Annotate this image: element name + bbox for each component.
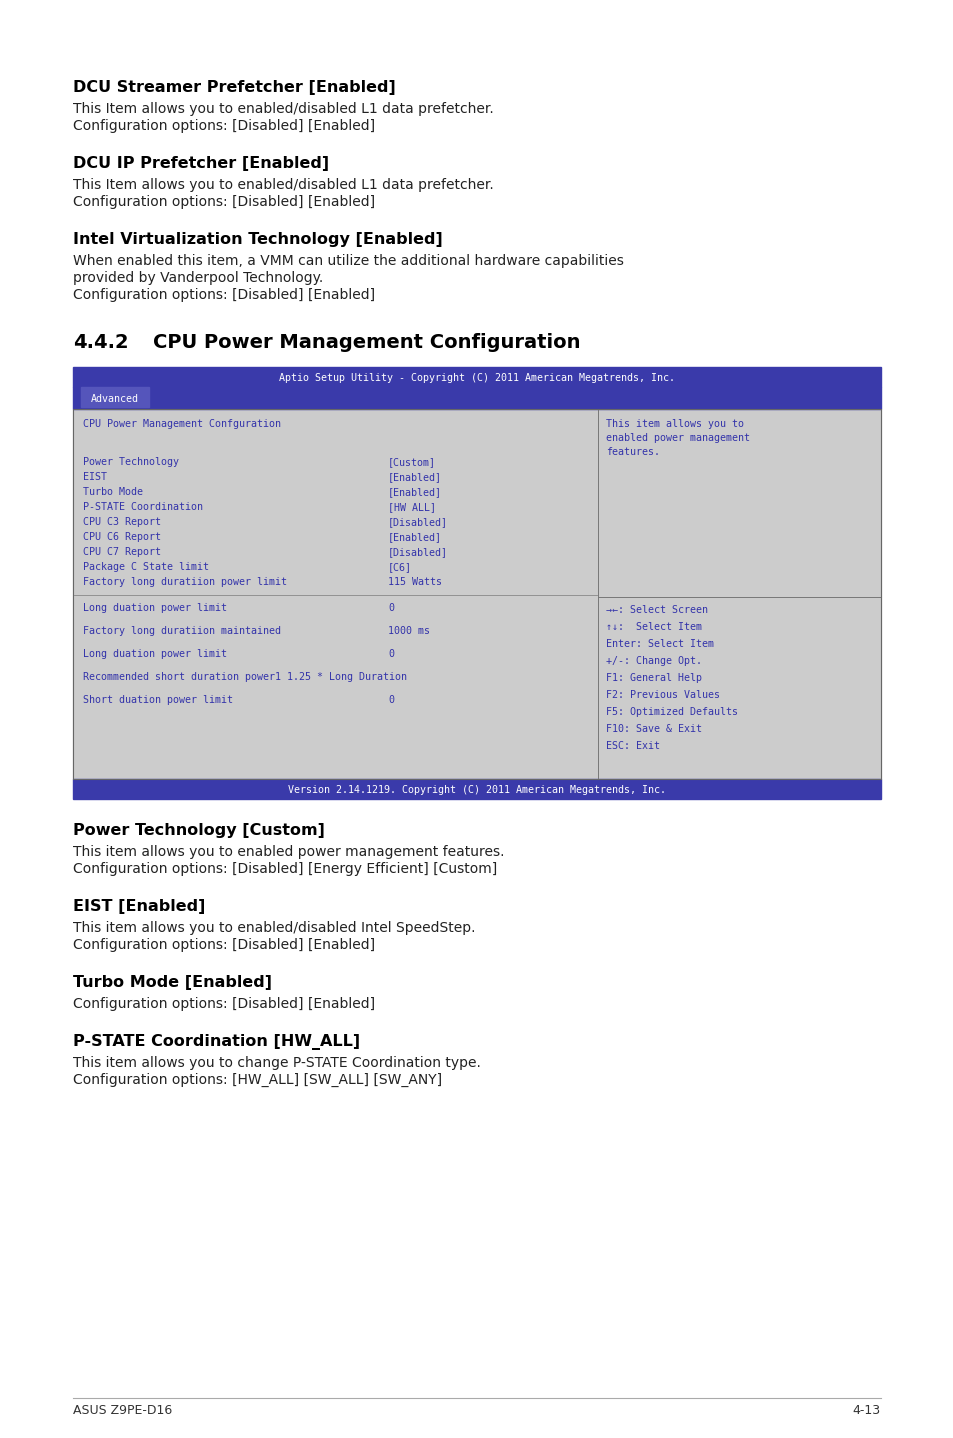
Text: CPU Power Management Configuration: CPU Power Management Configuration <box>152 334 579 352</box>
Text: Configuration options: [Disabled] [Enabled]: Configuration options: [Disabled] [Enabl… <box>73 288 375 302</box>
Text: Configuration options: [HW_ALL] [SW_ALL] [SW_ANY]: Configuration options: [HW_ALL] [SW_ALL]… <box>73 1073 441 1087</box>
Text: 4.4.2: 4.4.2 <box>73 334 129 352</box>
Text: Factory long duratiion maintained: Factory long duratiion maintained <box>83 626 281 636</box>
Text: 1000 ms: 1000 ms <box>388 626 430 636</box>
Text: When enabled this item, a VMM can utilize the additional hardware capabilities: When enabled this item, a VMM can utiliz… <box>73 255 623 267</box>
Text: Package C State limit: Package C State limit <box>83 562 209 572</box>
Text: [Enabled]: [Enabled] <box>388 472 441 482</box>
Text: P-STATE Coordination [HW_ALL]: P-STATE Coordination [HW_ALL] <box>73 1034 359 1050</box>
Text: P-STATE Coordination: P-STATE Coordination <box>83 502 203 512</box>
Text: →←: Select Screen: →←: Select Screen <box>605 605 707 615</box>
Text: [HW ALL]: [HW ALL] <box>388 502 436 512</box>
Text: This Item allows you to enabled/disabled L1 data prefetcher.: This Item allows you to enabled/disabled… <box>73 102 494 116</box>
Text: [Enabled]: [Enabled] <box>388 487 441 498</box>
Text: 0: 0 <box>388 603 394 613</box>
Text: [Disabled]: [Disabled] <box>388 518 448 526</box>
Text: Turbo Mode: Turbo Mode <box>83 487 143 498</box>
Text: 0: 0 <box>388 695 394 705</box>
Text: This Item allows you to enabled/disabled L1 data prefetcher.: This Item allows you to enabled/disabled… <box>73 178 494 193</box>
Text: Turbo Mode [Enabled]: Turbo Mode [Enabled] <box>73 975 272 989</box>
Text: F1: General Help: F1: General Help <box>605 673 701 683</box>
Text: Aptio Setup Utility - Copyright (C) 2011 American Megatrends, Inc.: Aptio Setup Utility - Copyright (C) 2011… <box>278 372 675 383</box>
Text: enabled power management: enabled power management <box>605 433 749 443</box>
Text: Recommended short duration power1 1.25 * Long Duration: Recommended short duration power1 1.25 *… <box>83 672 407 682</box>
Text: [Enabled]: [Enabled] <box>388 532 441 542</box>
Text: [C6]: [C6] <box>388 562 412 572</box>
Text: EIST: EIST <box>83 472 107 482</box>
Text: Long duation power limit: Long duation power limit <box>83 649 227 659</box>
Bar <box>73 408 880 779</box>
Text: CPU Power Management Confguration: CPU Power Management Confguration <box>83 418 281 429</box>
Text: This item allows you to change P-STATE Coordination type.: This item allows you to change P-STATE C… <box>73 1055 480 1070</box>
Text: EIST [Enabled]: EIST [Enabled] <box>73 899 205 915</box>
Text: Configuration options: [Disabled] [Energy Efficient] [Custom]: Configuration options: [Disabled] [Energ… <box>73 861 497 876</box>
Text: This item allows you to enabled power management features.: This item allows you to enabled power ma… <box>73 846 504 858</box>
Text: +/-: Change Opt.: +/-: Change Opt. <box>605 656 701 666</box>
Bar <box>73 779 880 800</box>
Text: Configuration options: [Disabled] [Enabled]: Configuration options: [Disabled] [Enabl… <box>73 196 375 209</box>
Text: Enter: Select Item: Enter: Select Item <box>605 638 713 649</box>
Text: This item allows you to: This item allows you to <box>605 418 743 429</box>
Bar <box>73 367 880 387</box>
Text: DCU IP Prefetcher [Enabled]: DCU IP Prefetcher [Enabled] <box>73 155 329 171</box>
Text: 4-13: 4-13 <box>852 1403 880 1416</box>
Text: ESC: Exit: ESC: Exit <box>605 741 659 751</box>
Text: F5: Optimized Defaults: F5: Optimized Defaults <box>605 707 738 718</box>
Text: CPU C6 Report: CPU C6 Report <box>83 532 161 542</box>
Text: Short duation power limit: Short duation power limit <box>83 695 233 705</box>
Text: Version 2.14.1219. Copyright (C) 2011 American Megatrends, Inc.: Version 2.14.1219. Copyright (C) 2011 Am… <box>288 785 665 795</box>
Text: DCU Streamer Prefetcher [Enabled]: DCU Streamer Prefetcher [Enabled] <box>73 81 395 95</box>
Text: Long duation power limit: Long duation power limit <box>83 603 227 613</box>
Bar <box>81 387 149 407</box>
Text: F10: Save & Exit: F10: Save & Exit <box>605 723 701 733</box>
Text: features.: features. <box>605 447 659 457</box>
Text: Power Technology [Custom]: Power Technology [Custom] <box>73 823 325 838</box>
Text: Power Technology: Power Technology <box>83 457 179 467</box>
Text: Configuration options: [Disabled] [Enabled]: Configuration options: [Disabled] [Enabl… <box>73 938 375 952</box>
Text: ASUS Z9PE-D16: ASUS Z9PE-D16 <box>73 1403 172 1416</box>
Text: Intel Virtualization Technology [Enabled]: Intel Virtualization Technology [Enabled… <box>73 232 442 247</box>
Text: 0: 0 <box>388 649 394 659</box>
Text: Advanced: Advanced <box>91 394 139 404</box>
Text: F2: Previous Values: F2: Previous Values <box>605 690 720 700</box>
Bar <box>73 387 880 408</box>
Text: [Custom]: [Custom] <box>388 457 436 467</box>
Text: Configuration options: [Disabled] [Enabled]: Configuration options: [Disabled] [Enabl… <box>73 119 375 132</box>
Text: [Disabled]: [Disabled] <box>388 546 448 557</box>
Text: ↑↓:  Select Item: ↑↓: Select Item <box>605 623 701 631</box>
Text: Configuration options: [Disabled] [Enabled]: Configuration options: [Disabled] [Enabl… <box>73 997 375 1011</box>
Text: provided by Vanderpool Technology.: provided by Vanderpool Technology. <box>73 270 323 285</box>
Bar <box>73 408 880 779</box>
Text: This item allows you to enabled/disabled Intel SpeedStep.: This item allows you to enabled/disabled… <box>73 920 475 935</box>
Text: Factory long duratiion power limit: Factory long duratiion power limit <box>83 577 287 587</box>
Text: CPU C3 Report: CPU C3 Report <box>83 518 161 526</box>
Text: 115 Watts: 115 Watts <box>388 577 441 587</box>
Text: CPU C7 Report: CPU C7 Report <box>83 546 161 557</box>
